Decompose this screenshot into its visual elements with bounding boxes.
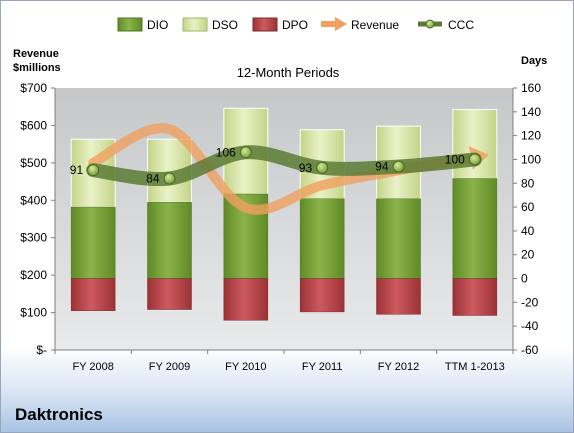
right-tick-label: -20 [521, 295, 539, 309]
right-tick-label: -40 [521, 319, 539, 333]
legend-swatch-revenue [321, 17, 347, 31]
bar-dpo [147, 278, 192, 310]
left-tick-label: $400 [20, 193, 47, 207]
legend-label-dso: DSO [212, 18, 238, 32]
x-tick-label: FY 2010 [225, 361, 266, 373]
right-tick-label: 160 [521, 81, 541, 95]
bar-dpo [70, 278, 116, 311]
legend-swatch-dpo [252, 17, 278, 32]
ccc-point [163, 172, 176, 185]
left-tick-label: $200 [20, 268, 47, 282]
right-tick-label: 20 [521, 248, 535, 262]
ccc-point [239, 146, 252, 159]
right-axis-title: Days [521, 55, 547, 67]
left-tick-label: $600 [20, 118, 47, 132]
left-tick-label: $700 [20, 81, 47, 95]
left-axis-title-line2: $millions [13, 62, 61, 74]
legend: DIO DSO DPO Revenue CCC [117, 17, 474, 32]
legend-label-ccc: CCC [448, 18, 474, 32]
bar-dpo [223, 278, 269, 321]
ccc-point [87, 164, 100, 177]
right-tick-label: 40 [521, 224, 535, 238]
right-tick-label: 140 [521, 105, 541, 119]
legend-swatch-dio [117, 17, 143, 32]
right-tick-label: -60 [521, 343, 539, 357]
plot-area [55, 88, 513, 350]
bar-dpo [452, 278, 498, 316]
legend-label-dpo: DPO [282, 18, 308, 32]
ccc-point [316, 161, 329, 174]
ccc-data-label: 106 [216, 145, 236, 159]
right-tick-label: 80 [521, 176, 535, 190]
bar-dio [452, 178, 498, 279]
legend-label-revenue: Revenue [351, 18, 399, 32]
x-tick-label: FY 2012 [378, 361, 419, 373]
axes-group: $- $100 $200 $300 $400 $500 $600 $700 -60 -40 -20 0… [20, 81, 541, 373]
right-tick-label: 0 [521, 272, 528, 286]
bar-dio [299, 198, 345, 279]
chart-title: 12-Month Periods [237, 65, 340, 80]
left-tick-label: $300 [20, 231, 47, 245]
ccc-point [392, 160, 405, 173]
right-tick-label: 60 [521, 200, 535, 214]
legend-swatch-dso [182, 17, 208, 32]
ccc-data-label: 100 [445, 152, 465, 166]
right-tick-label: 100 [521, 152, 541, 166]
right-tick-label: 120 [521, 129, 541, 143]
x-tick-label: TTM 1-2013 [445, 361, 505, 373]
legend-swatch-ccc [418, 19, 442, 29]
left-tick-label: $- [36, 343, 47, 357]
x-tick-label: FY 2008 [72, 361, 113, 373]
bar-dio [147, 202, 192, 279]
company-name: Daktronics [15, 405, 103, 424]
ccc-data-label: 84 [146, 172, 160, 186]
left-tick-label: $500 [20, 156, 47, 170]
ccc-data-label: 93 [299, 161, 313, 175]
bar-dpo [299, 278, 345, 313]
ccc-data-label: 91 [70, 163, 84, 177]
ccc-point [468, 153, 481, 166]
bar-dio [70, 206, 116, 279]
bar-dio [376, 198, 421, 279]
bar-dso [452, 108, 498, 180]
left-axis-title-line1: Revenue [13, 48, 59, 60]
x-tick-label: FY 2009 [149, 361, 190, 373]
legend-label-dio: DIO [147, 18, 168, 32]
lines-group: 91 84 106 93 94 100 [70, 123, 489, 215]
x-tick-label: FY 2011 [302, 361, 343, 373]
ccc-data-label: 94 [375, 160, 389, 174]
bar-dpo [376, 278, 421, 315]
left-tick-label: $100 [20, 306, 47, 320]
